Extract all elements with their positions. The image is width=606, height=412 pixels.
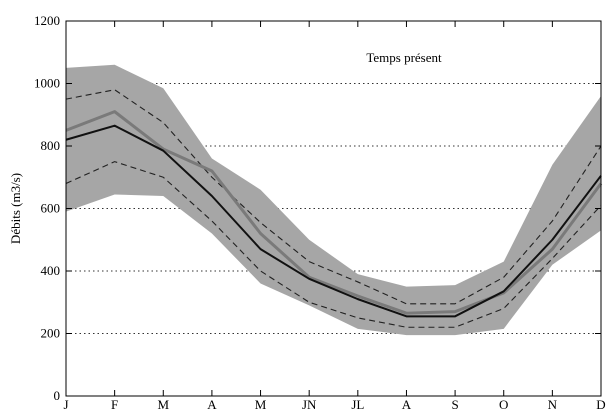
y-tick-label: 200 <box>41 326 61 341</box>
series-line-dashed-lower <box>65 161 602 328</box>
x-tick-label: JL <box>351 397 364 412</box>
y-tick-label: 1000 <box>34 76 60 91</box>
y-tick-label: 0 <box>54 388 61 403</box>
chart-annotation: Temps présent <box>366 50 442 65</box>
x-tick-label: A <box>402 397 412 412</box>
x-tick-label: J <box>63 397 68 412</box>
x-tick-label: F <box>111 397 118 412</box>
axes: 0 200 400 600 800 1000 1200 J F M A M JN JL A S O N D <box>34 13 606 412</box>
range-band <box>66 64 601 336</box>
series-line-black <box>65 124 602 318</box>
series-lines <box>65 89 603 328</box>
y-tick-label: 600 <box>41 201 61 216</box>
x-tick-label: S <box>451 397 458 412</box>
x-tick-label: O <box>499 397 508 412</box>
x-tick-label: M <box>157 397 169 412</box>
series-line-dashed-upper <box>65 89 602 305</box>
y-axis-title: Débits (m3/s) <box>8 173 23 244</box>
x-tick-label: M <box>255 397 267 412</box>
x-tick-label: D <box>596 397 605 412</box>
x-tick-label: A <box>207 397 217 412</box>
series-line-gray <box>65 110 603 315</box>
y-tick-label: 800 <box>41 138 61 153</box>
x-tick-label: JN <box>302 397 317 412</box>
y-tick-label: 1200 <box>34 13 60 28</box>
y-tick-label: 400 <box>41 263 61 278</box>
uncertainty-band <box>66 64 601 336</box>
x-tick-label: N <box>548 397 558 412</box>
